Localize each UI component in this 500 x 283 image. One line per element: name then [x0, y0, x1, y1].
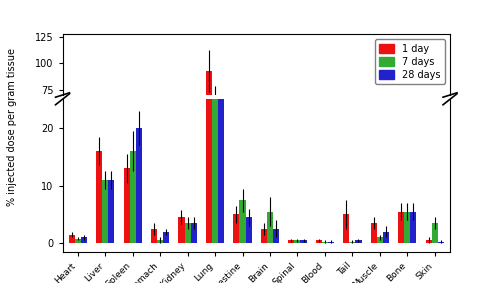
Bar	[398, 212, 404, 243]
Bar	[74, 239, 80, 243]
Bar	[240, 161, 246, 169]
Bar	[371, 223, 377, 243]
Bar	[426, 240, 432, 243]
Bar	[178, 164, 184, 169]
Bar	[344, 215, 349, 243]
Bar	[356, 168, 362, 169]
Bar	[377, 237, 383, 243]
Bar	[300, 240, 306, 243]
Bar	[316, 168, 322, 169]
Bar	[163, 167, 169, 169]
Bar	[68, 235, 74, 243]
Bar	[206, 71, 212, 169]
Bar	[68, 167, 74, 169]
Bar	[206, 0, 212, 243]
Bar	[157, 240, 163, 243]
Bar	[288, 168, 294, 169]
Bar	[294, 168, 300, 169]
Bar	[74, 168, 80, 169]
Bar	[426, 168, 432, 169]
Bar	[218, 108, 224, 169]
Bar	[267, 212, 273, 243]
Bar	[102, 157, 108, 169]
Bar	[377, 168, 383, 169]
Bar	[432, 223, 438, 243]
Bar	[322, 241, 328, 243]
Bar	[356, 240, 362, 243]
Bar	[261, 229, 267, 243]
Bar	[410, 163, 416, 169]
Bar	[212, 96, 218, 169]
Bar	[184, 165, 190, 169]
Bar	[410, 212, 416, 243]
Bar	[102, 180, 108, 243]
Bar	[350, 241, 356, 243]
Bar	[96, 151, 102, 243]
Bar	[80, 168, 86, 169]
Text: % injected dose per gram tissue: % injected dose per gram tissue	[8, 48, 18, 206]
Bar	[240, 200, 246, 243]
Bar	[294, 240, 300, 243]
Bar	[383, 232, 389, 243]
Bar	[316, 240, 322, 243]
Bar	[124, 168, 130, 243]
Bar	[184, 223, 190, 243]
Bar	[190, 165, 196, 169]
Bar	[136, 148, 141, 169]
Bar	[163, 232, 169, 243]
Bar	[96, 152, 102, 169]
Legend: 1 day, 7 days, 28 days: 1 day, 7 days, 28 days	[374, 39, 445, 84]
Bar	[404, 163, 410, 169]
Bar	[234, 163, 239, 169]
Bar	[322, 168, 328, 169]
Bar	[261, 166, 267, 169]
Bar	[432, 165, 438, 169]
Bar	[267, 163, 273, 169]
Bar	[234, 215, 239, 243]
Bar	[246, 217, 252, 243]
Bar	[344, 163, 349, 169]
Bar	[151, 229, 157, 243]
Bar	[130, 152, 136, 169]
Bar	[130, 151, 136, 243]
Bar	[371, 165, 377, 169]
Bar	[124, 155, 130, 169]
Bar	[246, 164, 252, 169]
Bar	[350, 168, 356, 169]
Bar	[273, 229, 279, 243]
Bar	[80, 237, 86, 243]
Bar	[438, 241, 444, 243]
Bar	[328, 168, 334, 169]
Bar	[108, 157, 114, 169]
Bar	[398, 163, 404, 169]
Bar	[383, 167, 389, 169]
Bar	[212, 0, 218, 243]
Bar	[190, 223, 196, 243]
Bar	[328, 241, 334, 243]
Bar	[300, 168, 306, 169]
Bar	[218, 0, 224, 243]
Bar	[151, 166, 157, 169]
Bar	[273, 166, 279, 169]
Bar	[288, 240, 294, 243]
Bar	[136, 128, 141, 243]
Bar	[178, 217, 184, 243]
Bar	[157, 168, 163, 169]
Bar	[438, 168, 444, 169]
Bar	[108, 180, 114, 243]
Bar	[404, 212, 410, 243]
